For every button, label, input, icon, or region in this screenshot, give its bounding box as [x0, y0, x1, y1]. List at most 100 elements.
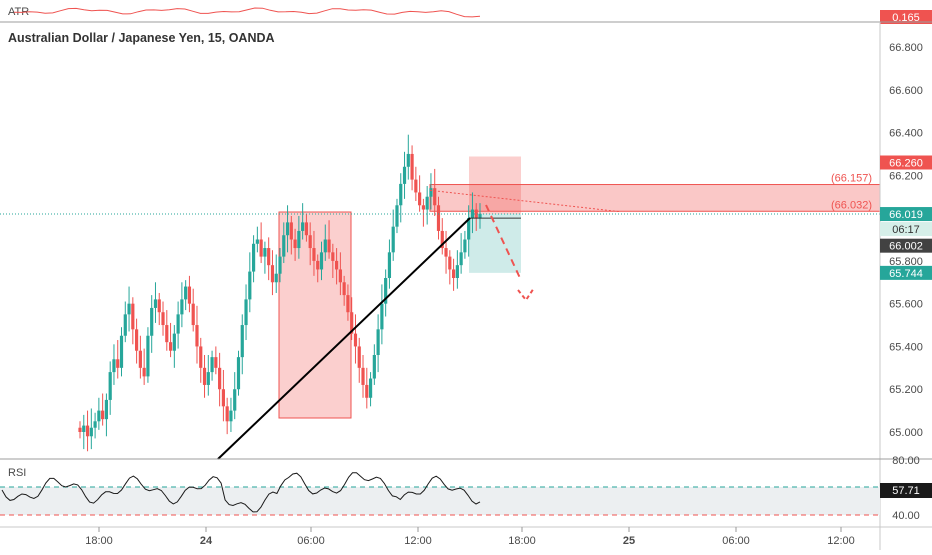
time-tick-label: 12:00: [827, 535, 855, 547]
candle-body: [206, 372, 210, 385]
price-tick-label: 65.400: [889, 341, 923, 353]
stop-price-text: 66.260: [889, 158, 923, 170]
candle: [93, 412, 97, 439]
candle: [135, 318, 139, 364]
main-pane: Australian Dollar / Japanese Yen, 15, OA…: [0, 31, 881, 460]
candle: [131, 297, 135, 345]
rsi-value-text: 57.71: [892, 485, 920, 497]
candle-body: [368, 378, 373, 398]
candle-body: [319, 252, 324, 270]
candle-body: [168, 342, 173, 351]
candle-body: [335, 260, 339, 270]
candle: [474, 203, 478, 231]
candle-body: [338, 269, 342, 283]
candle-body: [255, 239, 259, 244]
candle-body: [157, 299, 161, 313]
candle: [184, 280, 188, 311]
candle: [172, 325, 176, 368]
time-tick-label: 18:00: [85, 535, 113, 547]
candle-body: [478, 213, 482, 219]
candle-body: [153, 299, 158, 308]
candle-body: [285, 222, 290, 236]
price-tick-label: 66.200: [889, 170, 923, 182]
bid-price-badge: [880, 238, 932, 253]
candle: [116, 340, 120, 379]
candle-body: [440, 230, 444, 249]
time-axis[interactable]: 18:00 24 06:00 12:00 18:00 25 06:00 12:00: [85, 527, 855, 547]
candle-body: [346, 295, 350, 313]
candle-body: [101, 410, 105, 420]
candle: [82, 414, 86, 450]
candle-body: [293, 239, 297, 249]
candle: [285, 205, 290, 253]
candle-body: [402, 166, 407, 184]
target-price-text: 65.744: [889, 268, 923, 280]
candle: [425, 186, 429, 225]
time-tick-label: 25: [623, 535, 635, 547]
trend-line: [217, 217, 471, 460]
candle: [361, 355, 365, 398]
candle: [161, 301, 165, 336]
stop-price-badge: [880, 155, 932, 170]
candle-body: [267, 248, 271, 266]
candle-body: [463, 239, 467, 253]
candle: [301, 203, 305, 240]
candle-body: [138, 350, 142, 368]
atr-pane: ATR 0.165: [0, 0, 932, 24]
candle-body: [93, 421, 97, 428]
candle-body: [131, 303, 135, 330]
candle-body: [187, 286, 192, 304]
bid-price-text: 66.002: [889, 241, 923, 253]
candle-body: [240, 325, 244, 358]
candle: [225, 397, 229, 435]
candle-body: [372, 355, 376, 379]
candle: [293, 228, 297, 261]
price-tick-label: 65.200: [889, 384, 923, 396]
candle: [331, 243, 335, 278]
zone-upper-label: (66.157): [831, 173, 872, 185]
atr-value-text: 0.165: [892, 12, 920, 24]
candle: [255, 226, 259, 253]
candle-body: [387, 252, 392, 278]
candle: [78, 421, 82, 439]
candle-body: [350, 312, 354, 334]
candle: [123, 301, 127, 343]
candle-body: [357, 346, 361, 368]
candle: [399, 173, 403, 223]
candle-body: [331, 252, 335, 261]
price-tick-label: 65.600: [889, 299, 923, 311]
candle: [451, 258, 456, 291]
candle: [278, 248, 282, 283]
candle: [436, 196, 441, 240]
time-tick-label: 12:00: [404, 535, 432, 547]
candle-body: [89, 427, 93, 437]
candle-layer: [78, 134, 482, 452]
candle-body: [172, 333, 176, 351]
price-axis[interactable]: 66.800 66.600 66.400 66.200 65.800 65.600 65.4…: [879, 22, 932, 550]
price-tick-label: 66.400: [889, 128, 923, 140]
atr-value-badge: [880, 10, 932, 24]
candle: [342, 275, 346, 306]
candle-body: [474, 209, 478, 219]
annotation-layer: [278, 156, 881, 419]
candle: [229, 397, 233, 432]
candle: [267, 237, 271, 281]
candle-body: [425, 196, 429, 210]
price-tick-label: 66.600: [889, 85, 923, 97]
candle: [176, 301, 180, 349]
candle: [180, 282, 184, 328]
candle: [89, 408, 93, 450]
candle: [395, 198, 399, 234]
candle: [168, 322, 173, 358]
rsi-band: [0, 487, 880, 515]
candle-body: [421, 205, 425, 210]
drawing-layer[interactable]: (66.157) (66.032): [0, 173, 880, 460]
stop-zone: [469, 156, 521, 215]
candle-body: [82, 425, 86, 432]
candle: [414, 166, 418, 201]
atr-series-line: [13, 7, 481, 18]
candle-body: [323, 239, 327, 253]
symbol-title: Australian Dollar / Japanese Yen, 15, OA…: [8, 31, 275, 45]
candle: [308, 222, 312, 266]
